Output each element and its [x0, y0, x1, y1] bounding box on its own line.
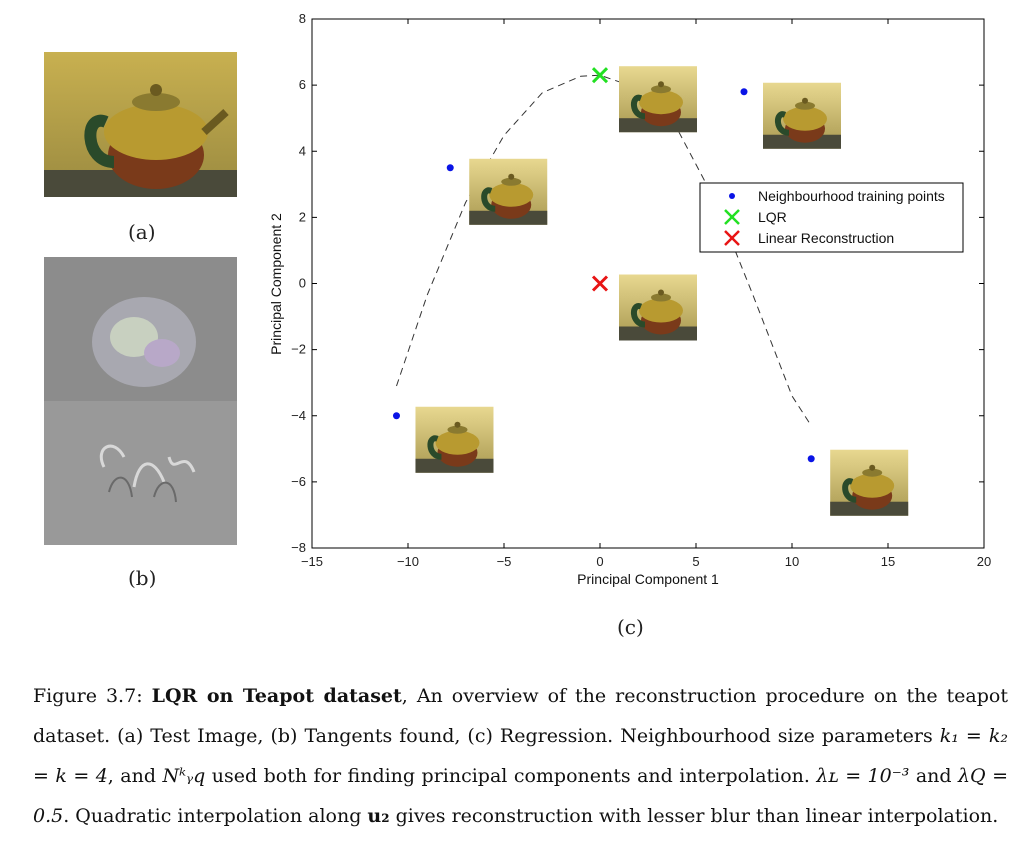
x-tick-label: 10	[785, 554, 799, 569]
caption-body-3: used both for finding principal componen…	[205, 765, 817, 787]
caption-lambda-q: λQ = 0.5	[33, 765, 1008, 827]
y-tick-label: −2	[291, 342, 306, 357]
teapot-thumbnail	[830, 450, 908, 516]
linear-reconstruction-marker	[591, 275, 609, 292]
y-axis-label: Principal Component 2	[268, 213, 284, 355]
teapot-thumbnail	[469, 159, 547, 225]
y-tick-label: −4	[291, 408, 306, 423]
caption-body-6: gives reconstruction with lesser blur th…	[389, 805, 999, 827]
legend-marker-training	[729, 193, 735, 199]
test-image	[44, 52, 237, 197]
legend: Neighbourhood training points LQR Linear…	[699, 182, 964, 253]
x-tick-label: 20	[977, 554, 991, 569]
subfigure-label-c: (c)	[617, 615, 644, 639]
caption-params: k₁ = k₂ = k = 4	[33, 725, 1008, 787]
y-tick-label: 8	[299, 11, 306, 26]
training-point	[446, 164, 454, 172]
caption-body-1: , An overview of the reconstruction proc…	[33, 685, 1008, 747]
regression-plot: −15 −10 −5 0 5 10 15 20 −8 −6 −4 −2 0 2 4 6 8 Principal …	[268, 11, 991, 587]
x-tick-label: −10	[397, 554, 419, 569]
teapot-thumbnail	[619, 66, 697, 132]
caption-nyq: Nᵏᵧq	[162, 765, 206, 787]
legend-label-linear: Linear Reconstruction	[758, 230, 894, 246]
figure-caption: Figure 3.7: LQR on Teapot dataset, An ov…	[33, 676, 1008, 836]
x-axis-label: Principal Component 1	[577, 571, 719, 587]
y-tick-label: 2	[299, 209, 306, 224]
y-tick-label: 0	[299, 276, 306, 291]
legend-box	[699, 182, 964, 253]
legend-label-training: Neighbourhood training points	[758, 188, 945, 204]
y-tick-label: −8	[291, 540, 306, 555]
legend-marker-linear	[724, 230, 740, 246]
lqr-marker	[591, 67, 609, 84]
training-point	[392, 412, 400, 420]
y-tick-label: 4	[299, 143, 306, 158]
interpolation-curve	[396, 74, 812, 426]
x-tick-label: 5	[692, 554, 699, 569]
teapot-thumbnail	[619, 275, 697, 341]
caption-u2: u₂	[367, 805, 390, 827]
caption-body-4: and	[909, 765, 959, 787]
caption-lambda-l: λʟ = 10⁻³	[816, 765, 910, 787]
caption-body-2: , and	[107, 765, 163, 787]
caption-body-5: . Quadratic interpolation along	[63, 805, 368, 827]
teapot-thumbnail	[763, 83, 841, 149]
x-tick-label: −15	[301, 554, 323, 569]
subfigure-label-a: (a)	[128, 220, 156, 244]
y-tick-label: 6	[299, 77, 306, 92]
training-point	[807, 455, 815, 463]
x-tick-label: 15	[881, 554, 895, 569]
tangents-image	[44, 257, 237, 545]
legend-label-lqr: LQR	[758, 209, 787, 225]
caption-title: LQR on Teapot dataset	[151, 685, 402, 707]
training-point	[740, 88, 748, 96]
caption-prefix: Figure 3.7:	[33, 685, 152, 707]
x-tick-label: −5	[497, 554, 512, 569]
y-tick-label: −6	[291, 474, 306, 489]
subfigure-label-b: (b)	[128, 566, 157, 590]
x-tick-label: 0	[596, 554, 603, 569]
legend-marker-lqr	[724, 209, 740, 225]
teapot-thumbnail	[415, 407, 493, 473]
